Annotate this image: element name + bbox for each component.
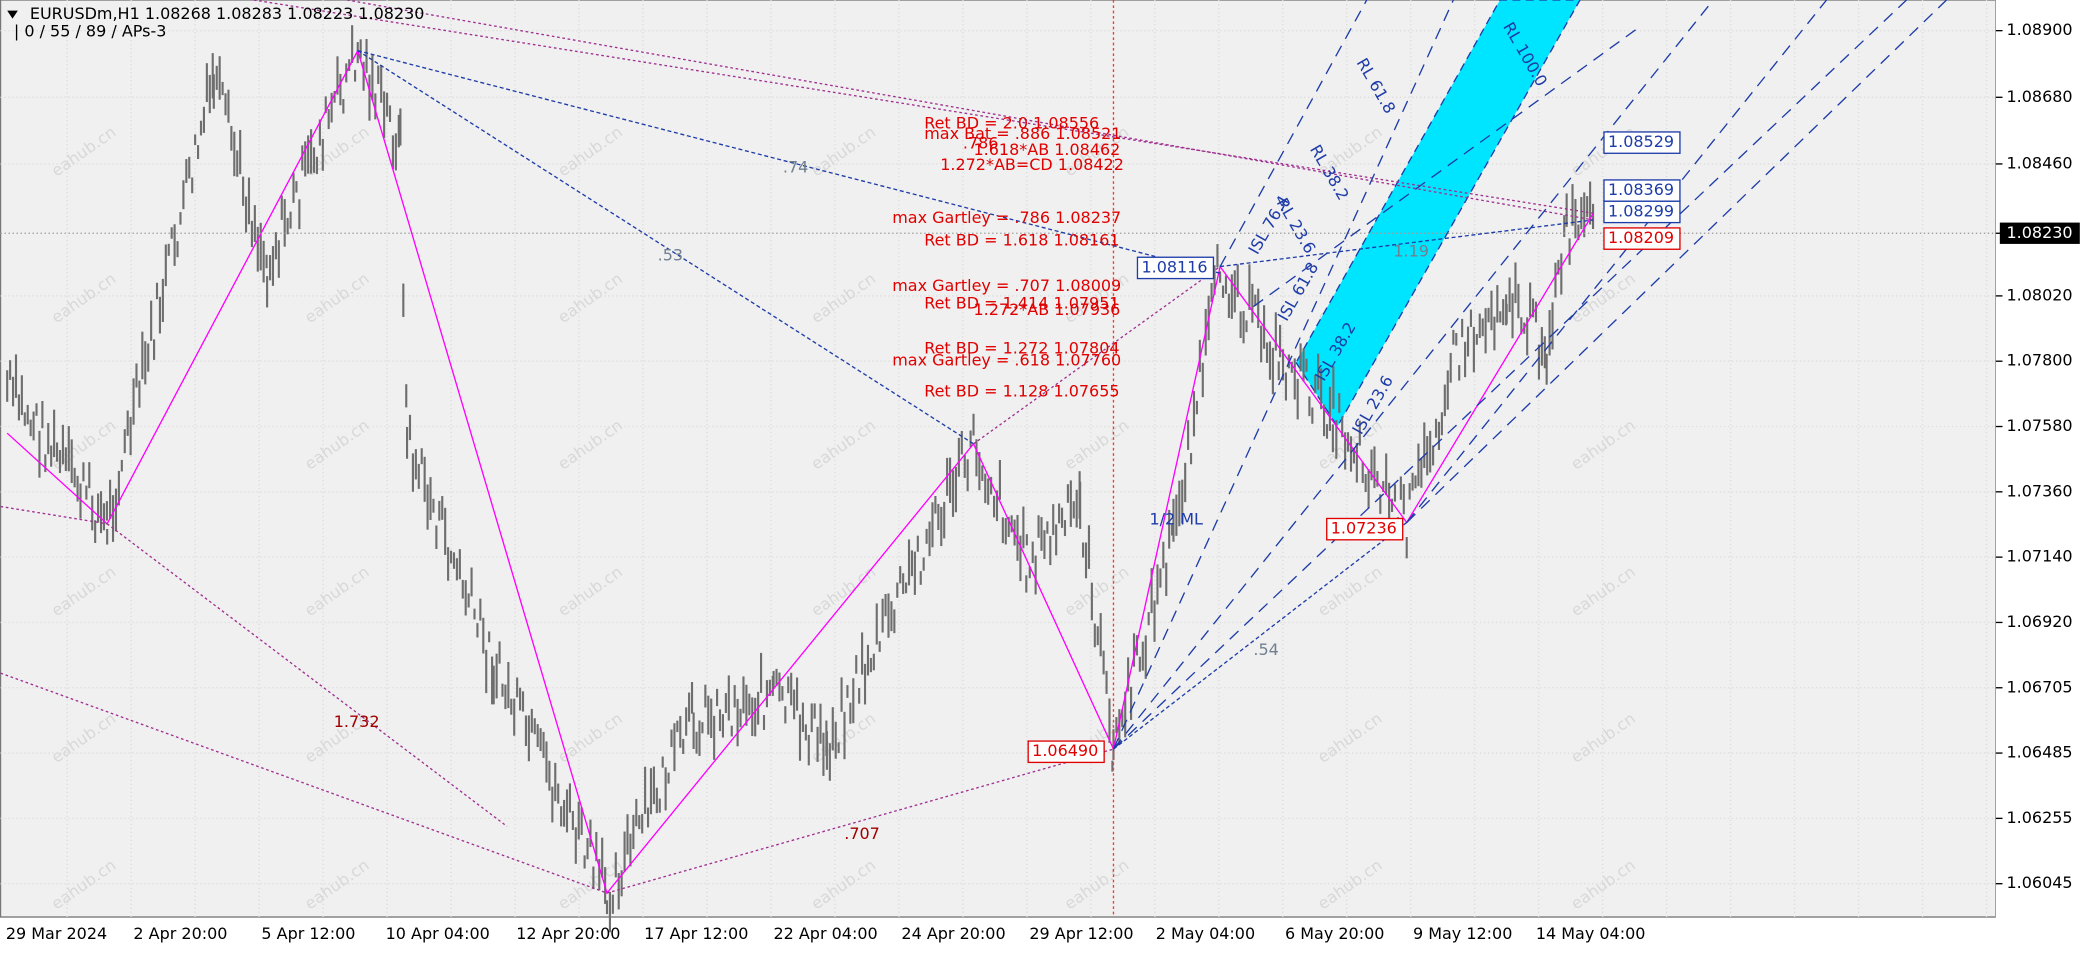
time-label: 22 Apr 04:00 [773, 924, 877, 943]
price-label: 1.06255 [2006, 808, 2072, 827]
ratio-label: 1.19 [1393, 241, 1429, 260]
time-label: 29 Apr 12:00 [1029, 924, 1133, 943]
price-box [1326, 517, 1404, 541]
level-label: 1.618*AB 1.08462 [974, 140, 1121, 159]
symbol-info: EURUSDm,H1 1.08268 1.08283 1.08223 1.082… [30, 4, 425, 23]
fork-label: 1/2 ML [1149, 509, 1203, 528]
time-label: 17 Apr 12:00 [644, 924, 748, 943]
price-box-label: 1.06490 [1032, 741, 1098, 760]
fib-line [0, 505, 108, 525]
level-label: 1.272*AB 1.07936 [974, 300, 1121, 319]
level-label: .786 [963, 133, 999, 152]
price-label: 1.07580 [2006, 416, 2072, 435]
time-label: 29 Mar 2024 [6, 924, 107, 943]
fib-line [1113, 521, 1408, 750]
level-label: max Bat = .886 1.08521 [924, 124, 1121, 143]
price-label: 1.08460 [2006, 153, 2072, 172]
price-label: 1.06485 [2006, 743, 2072, 762]
fib-line [357, 50, 974, 445]
fib-line [973, 266, 1221, 445]
price-axis [1995, 0, 2091, 953]
price-label: 1.06045 [2006, 873, 2072, 892]
price-box-label: 1.08369 [1608, 180, 1674, 199]
price-box-label: 1.07236 [1331, 519, 1397, 538]
price-box-label: 1.08529 [1608, 132, 1674, 151]
price-box [1027, 740, 1105, 764]
fork-line [1406, 0, 1828, 523]
fork-line [1113, 0, 1907, 750]
fib-line [0, 672, 608, 894]
time-label: 6 May 20:00 [1285, 924, 1384, 943]
fib-line [253, 0, 1594, 214]
time-label: 9 May 12:00 [1413, 924, 1512, 943]
price-label: 1.06705 [2006, 677, 2072, 696]
level-label: Ret BD = 1.128 1.07655 [924, 381, 1119, 400]
ratio-label: .74 [783, 157, 808, 176]
price-label: 1.07140 [2006, 547, 2072, 566]
fork-line [1112, 0, 1454, 750]
time-label: 2 May 04:00 [1156, 924, 1255, 943]
price-label: 1.08680 [2006, 87, 2072, 106]
level-label: max Gartley = .786 1.08237 [892, 208, 1121, 227]
ratio-label: .54 [1253, 640, 1278, 659]
time-label: 10 Apr 04:00 [386, 924, 490, 943]
price-box [1603, 200, 1681, 224]
fork-line [1219, 0, 1368, 267]
fib-line [106, 523, 508, 827]
level-label: 1.272*AB=CD 1.08422 [940, 155, 1124, 174]
fork-line [1406, 0, 1947, 523]
price-box [1136, 256, 1215, 280]
time-label: 12 Apr 20:00 [516, 924, 620, 943]
price-box-label: 1.08299 [1608, 201, 1674, 220]
level-label: max Gartley = .707 1.08009 [892, 276, 1121, 295]
time-label: 5 Apr 12:00 [261, 924, 355, 943]
price-label: 1.08230 [2006, 223, 2072, 242]
price-box-label: 1.08209 [1608, 228, 1674, 247]
price-label: 1.07800 [2006, 351, 2072, 370]
time-label: 24 Apr 20:00 [901, 924, 1005, 943]
current-price-box [1999, 222, 2080, 244]
level-label: Ret BD = 1.618 1.08161 [924, 231, 1119, 250]
time-label: 14 May 04:00 [1536, 924, 1646, 943]
channel-band [1295, 0, 1581, 428]
ratio-label: 1.732 [334, 712, 380, 731]
collapse-arrow [7, 10, 18, 19]
price-box [1603, 227, 1681, 250]
price-label: 1.08900 [2006, 20, 2072, 39]
time-label: 2 Apr 20:00 [133, 924, 227, 943]
price-label: 1.07360 [2006, 481, 2072, 500]
ratio-label: .707 [844, 824, 880, 843]
price-label: 1.06920 [2006, 612, 2072, 631]
fib-line [357, 50, 1221, 274]
indicator-info: | 0 / 55 / 89 / APs-3 [14, 21, 167, 40]
fib-line [606, 748, 1114, 894]
level-label: Ret BD = 1.272 1.07804 [924, 339, 1119, 358]
level-label: Ret BD = 2.0 1.08556 [924, 113, 1099, 132]
price-label: 1.08020 [2006, 285, 2072, 304]
level-label: max Gartley = .618 1.07760 [892, 351, 1121, 370]
price-box [1603, 131, 1681, 154]
price-box-label: 1.08116 [1141, 257, 1207, 276]
drawings [0, 0, 1996, 918]
level-label: Ret BD = 1.414 1.07951 [924, 293, 1119, 312]
ratio-label: .53 [658, 245, 683, 264]
